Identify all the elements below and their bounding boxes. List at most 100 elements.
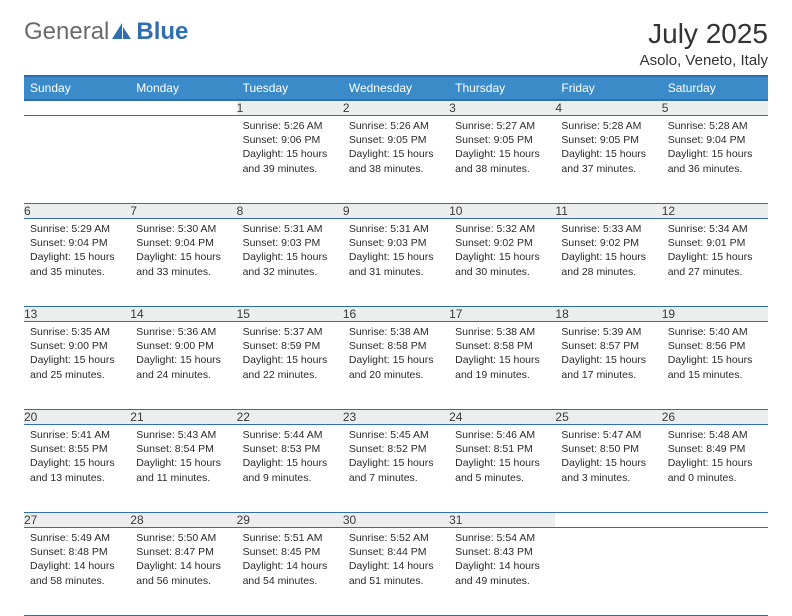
day-details: Sunrise: 5:31 AMSunset: 9:03 PMDaylight:… — [343, 219, 449, 285]
day-cell: Sunrise: 5:40 AMSunset: 8:56 PMDaylight:… — [662, 322, 768, 410]
day-details: Sunrise: 5:52 AMSunset: 8:44 PMDaylight:… — [343, 528, 449, 594]
sunrise-line: Sunrise: 5:34 AM — [668, 222, 762, 236]
day-number: 17 — [449, 307, 555, 322]
sunset-line: Sunset: 9:04 PM — [30, 236, 124, 250]
daylight-line: Daylight: 14 hours and 54 minutes. — [243, 559, 337, 587]
daylight-line: Daylight: 15 hours and 15 minutes. — [668, 353, 762, 381]
daylight-line: Daylight: 14 hours and 56 minutes. — [136, 559, 230, 587]
logo-sail-icon — [111, 22, 133, 42]
day-cell: Sunrise: 5:26 AMSunset: 9:06 PMDaylight:… — [237, 116, 343, 204]
day-number: 10 — [449, 204, 555, 219]
daylight-line: Daylight: 15 hours and 31 minutes. — [349, 250, 443, 278]
daylight-line: Daylight: 15 hours and 27 minutes. — [668, 250, 762, 278]
day-details: Sunrise: 5:33 AMSunset: 9:02 PMDaylight:… — [555, 219, 661, 285]
day-number: 2 — [343, 100, 449, 116]
sunset-line: Sunset: 9:03 PM — [243, 236, 337, 250]
day-content-row: Sunrise: 5:41 AMSunset: 8:55 PMDaylight:… — [24, 425, 768, 513]
day-number: 22 — [237, 410, 343, 425]
day-details: Sunrise: 5:32 AMSunset: 9:02 PMDaylight:… — [449, 219, 555, 285]
day-number: 20 — [24, 410, 130, 425]
daylight-line: Daylight: 15 hours and 39 minutes. — [243, 147, 337, 175]
day-details: Sunrise: 5:51 AMSunset: 8:45 PMDaylight:… — [237, 528, 343, 594]
day-details: Sunrise: 5:26 AMSunset: 9:05 PMDaylight:… — [343, 116, 449, 182]
sunrise-line: Sunrise: 5:28 AM — [561, 119, 655, 133]
daylight-line: Daylight: 15 hours and 5 minutes. — [455, 456, 549, 484]
day-number: 21 — [130, 410, 236, 425]
sunset-line: Sunset: 9:02 PM — [455, 236, 549, 250]
sunset-line: Sunset: 8:56 PM — [668, 339, 762, 353]
day-number-blank — [662, 513, 768, 528]
day-cell: Sunrise: 5:28 AMSunset: 9:04 PMDaylight:… — [662, 116, 768, 204]
calendar-head: SundayMondayTuesdayWednesdayThursdayFrid… — [24, 76, 768, 100]
daylight-line: Daylight: 15 hours and 36 minutes. — [668, 147, 762, 175]
day-number: 5 — [662, 100, 768, 116]
day-cell: Sunrise: 5:27 AMSunset: 9:05 PMDaylight:… — [449, 116, 555, 204]
day-number: 9 — [343, 204, 449, 219]
sunrise-line: Sunrise: 5:41 AM — [30, 428, 124, 442]
day-details: Sunrise: 5:40 AMSunset: 8:56 PMDaylight:… — [662, 322, 768, 388]
weekday-header: Saturday — [662, 76, 768, 100]
weekday-header: Friday — [555, 76, 661, 100]
daylight-line: Daylight: 15 hours and 33 minutes. — [136, 250, 230, 278]
daylight-line: Daylight: 15 hours and 20 minutes. — [349, 353, 443, 381]
sunset-line: Sunset: 8:58 PM — [349, 339, 443, 353]
sunrise-line: Sunrise: 5:35 AM — [30, 325, 124, 339]
day-number: 25 — [555, 410, 661, 425]
day-details: Sunrise: 5:43 AMSunset: 8:54 PMDaylight:… — [130, 425, 236, 491]
sunrise-line: Sunrise: 5:30 AM — [136, 222, 230, 236]
day-number: 15 — [237, 307, 343, 322]
sunset-line: Sunset: 8:49 PM — [668, 442, 762, 456]
day-cell: Sunrise: 5:54 AMSunset: 8:43 PMDaylight:… — [449, 528, 555, 616]
day-details: Sunrise: 5:38 AMSunset: 8:58 PMDaylight:… — [343, 322, 449, 388]
sunset-line: Sunset: 8:50 PM — [561, 442, 655, 456]
sunrise-line: Sunrise: 5:51 AM — [243, 531, 337, 545]
day-details: Sunrise: 5:38 AMSunset: 8:58 PMDaylight:… — [449, 322, 555, 388]
day-number: 24 — [449, 410, 555, 425]
sunrise-line: Sunrise: 5:40 AM — [668, 325, 762, 339]
day-cell: Sunrise: 5:34 AMSunset: 9:01 PMDaylight:… — [662, 219, 768, 307]
day-details: Sunrise: 5:50 AMSunset: 8:47 PMDaylight:… — [130, 528, 236, 594]
sunrise-line: Sunrise: 5:26 AM — [349, 119, 443, 133]
location: Asolo, Veneto, Italy — [640, 52, 768, 69]
day-cell-blank — [24, 116, 130, 204]
daylight-line: Daylight: 15 hours and 11 minutes. — [136, 456, 230, 484]
day-cell: Sunrise: 5:45 AMSunset: 8:52 PMDaylight:… — [343, 425, 449, 513]
sunrise-line: Sunrise: 5:28 AM — [668, 119, 762, 133]
day-cell: Sunrise: 5:39 AMSunset: 8:57 PMDaylight:… — [555, 322, 661, 410]
day-details: Sunrise: 5:49 AMSunset: 8:48 PMDaylight:… — [24, 528, 130, 594]
sunrise-line: Sunrise: 5:48 AM — [668, 428, 762, 442]
sunset-line: Sunset: 8:43 PM — [455, 545, 549, 559]
day-details: Sunrise: 5:46 AMSunset: 8:51 PMDaylight:… — [449, 425, 555, 491]
day-number: 14 — [130, 307, 236, 322]
sunset-line: Sunset: 9:06 PM — [243, 133, 337, 147]
title-block: July 2025 Asolo, Veneto, Italy — [640, 18, 768, 69]
day-details: Sunrise: 5:44 AMSunset: 8:53 PMDaylight:… — [237, 425, 343, 491]
day-number: 28 — [130, 513, 236, 528]
day-number-row: 13141516171819 — [24, 307, 768, 322]
sunset-line: Sunset: 9:00 PM — [30, 339, 124, 353]
sunrise-line: Sunrise: 5:52 AM — [349, 531, 443, 545]
day-cell: Sunrise: 5:30 AMSunset: 9:04 PMDaylight:… — [130, 219, 236, 307]
day-cell-blank — [662, 528, 768, 616]
day-number: 8 — [237, 204, 343, 219]
daylight-line: Daylight: 15 hours and 13 minutes. — [30, 456, 124, 484]
daylight-line: Daylight: 15 hours and 24 minutes. — [136, 353, 230, 381]
day-details: Sunrise: 5:34 AMSunset: 9:01 PMDaylight:… — [662, 219, 768, 285]
day-cell: Sunrise: 5:31 AMSunset: 9:03 PMDaylight:… — [343, 219, 449, 307]
sunset-line: Sunset: 9:00 PM — [136, 339, 230, 353]
sunset-line: Sunset: 9:01 PM — [668, 236, 762, 250]
sunset-line: Sunset: 9:02 PM — [561, 236, 655, 250]
sunset-line: Sunset: 8:51 PM — [455, 442, 549, 456]
day-details: Sunrise: 5:36 AMSunset: 9:00 PMDaylight:… — [130, 322, 236, 388]
sunrise-line: Sunrise: 5:38 AM — [455, 325, 549, 339]
day-number-blank — [130, 100, 236, 116]
sunrise-line: Sunrise: 5:33 AM — [561, 222, 655, 236]
day-cell: Sunrise: 5:44 AMSunset: 8:53 PMDaylight:… — [237, 425, 343, 513]
sunrise-line: Sunrise: 5:27 AM — [455, 119, 549, 133]
sunrise-line: Sunrise: 5:50 AM — [136, 531, 230, 545]
day-cell: Sunrise: 5:46 AMSunset: 8:51 PMDaylight:… — [449, 425, 555, 513]
daylight-line: Daylight: 15 hours and 17 minutes. — [561, 353, 655, 381]
sunrise-line: Sunrise: 5:49 AM — [30, 531, 124, 545]
calendar-body: 12345Sunrise: 5:26 AMSunset: 9:06 PMDayl… — [24, 100, 768, 616]
sunrise-line: Sunrise: 5:31 AM — [349, 222, 443, 236]
